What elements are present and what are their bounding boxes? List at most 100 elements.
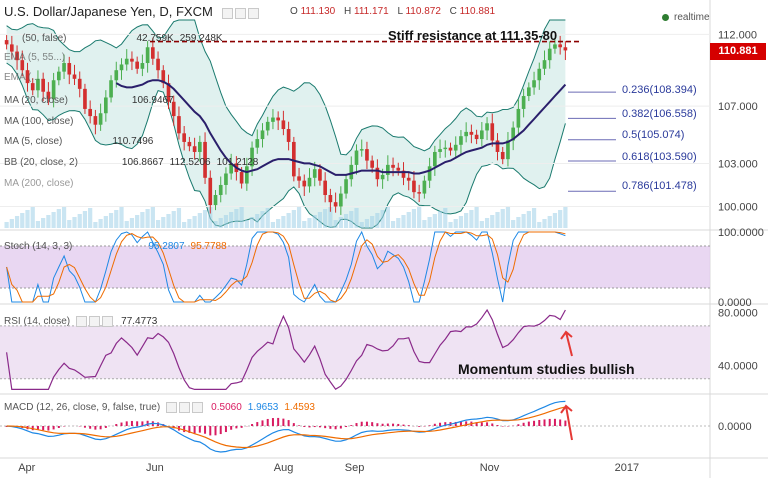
macd-hist-bar	[365, 421, 368, 426]
macd-hist-bar	[475, 422, 478, 426]
candle-body	[542, 60, 547, 69]
candle-body	[271, 117, 275, 122]
settings-icon[interactable]	[235, 8, 247, 20]
candle-body	[114, 70, 119, 81]
volume-bar	[56, 209, 61, 228]
candle-body	[474, 134, 479, 140]
price-tick-label: 100.000	[718, 201, 758, 213]
macd-hist-bar	[266, 418, 269, 426]
macd-hist-bar	[224, 426, 227, 433]
macd-hist-bar	[501, 426, 504, 427]
candle-body	[281, 120, 286, 130]
macd-hist-bar	[198, 426, 201, 433]
volume-bar	[208, 207, 213, 228]
macd-hist-bar	[444, 422, 447, 426]
price-tick-label: 112.000	[718, 29, 757, 41]
volume-bar	[437, 211, 443, 228]
candle-body	[375, 167, 380, 180]
eye-icon[interactable]	[76, 316, 88, 327]
indicator-ema1[interactable]: EMA (5, 55...)	[4, 52, 65, 63]
macd-hist-bar	[392, 423, 395, 426]
indicator-label: BB (20, close, 2)	[4, 157, 78, 168]
indicator-value: 106.9467	[131, 95, 174, 106]
candle-body	[208, 177, 213, 206]
volume-bar	[370, 216, 375, 228]
volume-bar	[401, 215, 406, 228]
volume-bar	[380, 210, 385, 228]
volume-bar	[328, 206, 333, 228]
stoch-label[interactable]: Stoch (14, 3, 3) 95.2807 95.7788	[4, 241, 227, 252]
volume-bar	[338, 217, 343, 228]
volume-bar	[67, 220, 72, 228]
time-tick-label: Nov	[480, 462, 500, 474]
candle-body	[109, 80, 113, 98]
candle-body	[433, 151, 437, 167]
indicator-ma200[interactable]: MA (200, close)	[4, 178, 73, 189]
macd-signal-value: 1.4593	[284, 402, 315, 414]
candle-body	[198, 141, 202, 152]
close-icon[interactable]	[192, 402, 204, 413]
indicator-ma5[interactable]: MA (5, close) 110.7496	[4, 136, 153, 147]
volume-bar	[411, 209, 417, 228]
fib-level-0382: 0.382(106.558)	[622, 108, 697, 120]
indicator-vol[interactable]: (50, false) 42.759K 259.248K	[22, 33, 223, 44]
title-buttons[interactable]	[222, 5, 261, 20]
stoch-d-line	[6, 231, 566, 303]
close-icon[interactable]	[248, 8, 260, 20]
eye-icon[interactable]	[222, 8, 234, 20]
stoch-k-value: 95.2807	[148, 241, 185, 252]
candle-body	[10, 44, 14, 52]
macd-hist-bar	[89, 426, 92, 429]
macd-hist-bar	[214, 426, 217, 436]
candle-body	[286, 129, 291, 142]
volume-bar	[469, 210, 474, 228]
indicator-ma20[interactable]: MA (20, close) 106.9467	[4, 95, 174, 106]
macd-hist-bar	[313, 426, 316, 428]
macd-hist-bar	[318, 426, 321, 428]
macd-hist-bar	[517, 424, 520, 426]
realtime-indicator: realtime	[662, 12, 710, 23]
candle-body	[182, 133, 186, 142]
indicator-ma100[interactable]: MA (100, close)	[4, 116, 73, 127]
settings-icon[interactable]	[179, 402, 191, 413]
volume-bar	[302, 221, 307, 228]
indicator-ema2[interactable]: EMA (...	[4, 72, 40, 83]
macd-hist-bar	[407, 425, 410, 426]
stoch-tick-label: 100.0000	[718, 227, 764, 239]
macd-hist-bar	[402, 424, 405, 426]
macd-buttons[interactable]	[166, 402, 205, 413]
volume-bar	[500, 209, 505, 228]
volume-bar	[114, 210, 119, 228]
candle-body	[239, 172, 244, 184]
candle-body	[553, 44, 557, 49]
candle-body	[333, 202, 338, 207]
volume-bar	[349, 211, 354, 228]
settings-icon[interactable]	[89, 316, 101, 327]
macd-label[interactable]: MACD (12, 26, close, 9, false, true) 0.50…	[4, 402, 315, 413]
indicator-value: 112.5206	[169, 157, 211, 168]
indicator-bb[interactable]: BB (20, close, 2) 106.8667 112.5206 101.212…	[4, 157, 258, 168]
volume-bar	[155, 220, 161, 228]
candle-body	[25, 70, 30, 84]
volume-bar	[192, 216, 197, 228]
macd-hist-bar	[371, 422, 374, 426]
volume-bar	[333, 220, 338, 228]
volume-bar	[182, 222, 187, 228]
candle-body	[260, 130, 265, 140]
close-icon[interactable]	[102, 316, 114, 327]
symbol-title[interactable]: U.S. Dollar/Japanese Yen, D, FXCM	[4, 4, 213, 19]
volume-bar	[61, 206, 67, 228]
macd-hist-bar	[261, 420, 264, 426]
candle-body	[365, 149, 369, 161]
rsi-buttons[interactable]	[76, 316, 115, 327]
candle-body	[339, 193, 343, 207]
price-tick-label: 103.000	[718, 158, 758, 170]
time-tick-label: 2017	[615, 462, 639, 474]
macd-hist-bar	[251, 424, 254, 426]
volume-bar	[218, 218, 223, 228]
volume-bar	[51, 212, 56, 228]
macd-hist-bar	[381, 423, 384, 426]
rsi-label[interactable]: RSI (14, close) 77.4773	[4, 316, 157, 327]
eye-icon[interactable]	[166, 402, 178, 413]
